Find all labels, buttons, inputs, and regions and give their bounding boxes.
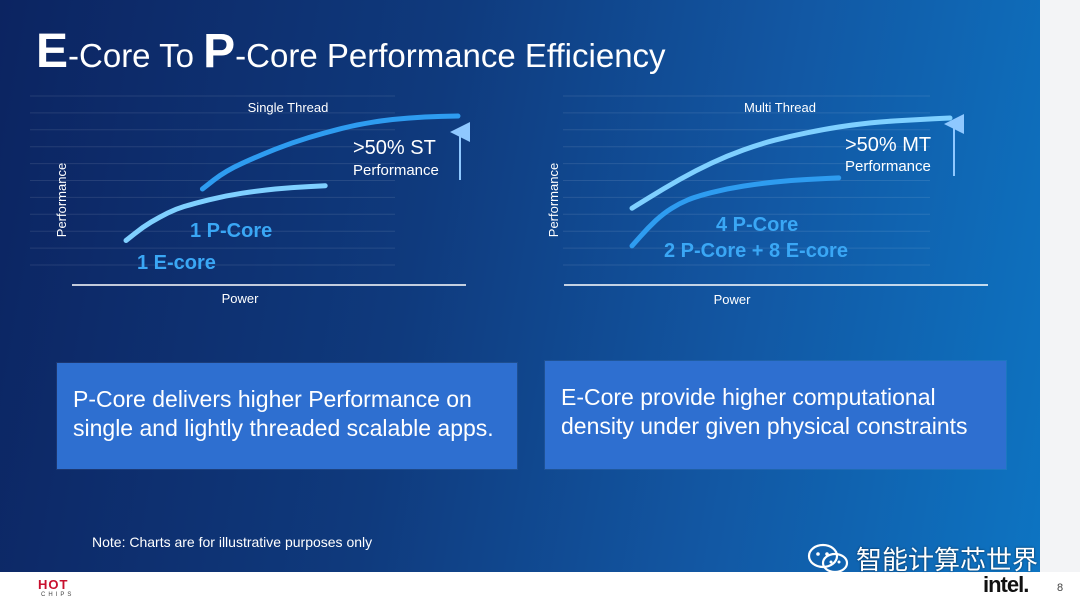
footer-bar [0,572,1080,608]
st-p-core-curve [199,113,461,192]
hot-chips-logo-bottom: CHIPS [41,592,75,598]
mt-hybrid-curve [629,175,842,249]
mt-hybrid-label: 2 P-Core + 8 E-core [664,240,848,262]
wechat-icon [807,543,849,573]
st-chart-title: Single Thread [248,100,329,115]
watermark: 智能计算芯世界 [806,540,1038,577]
slide: E-Core To P-Core Performance Efficiency … [0,0,1040,572]
title-p-initial: P [203,25,236,78]
st-gain-value: >50% ST [353,137,436,159]
charts-area: Single Thread Power Performance 1 P-Core… [30,95,988,307]
st-gain-label: Performance [353,162,439,179]
page-number: 8 [1057,582,1064,594]
watermark-text: 智能计算芯世界 [856,545,1039,575]
st-e-core-label: 1 E-core [137,252,216,274]
slide-title: E-Core To P-Core Performance Efficiency [36,24,666,79]
hot-chips-logo-top: HOT [38,577,69,592]
st-e-core-curve [123,183,328,243]
title-part2: -Core Performance Efficiency [235,37,666,74]
multi-thread-chart: Multi Thread Power Performance 4 P-Core … [546,95,988,307]
e-core-summary-text: E-Core provide higher computational dens… [561,384,968,439]
mt-y-label: Performance [546,163,561,237]
mt-gain-label: Performance [845,158,931,175]
hot-chips-logo: HOT CHIPS [38,577,86,603]
p-core-summary-text: P-Core delivers higher Performance on si… [73,386,494,441]
e-core-summary-box: E-Core provide higher computational dens… [545,361,1006,469]
mt-chart-title: Multi Thread [744,100,816,115]
title-part1: -Core To [68,37,204,74]
mt-x-label: Power [714,292,752,307]
title-e-initial: E [36,25,69,78]
mt-gain-value: >50% MT [845,134,931,156]
single-thread-chart: Single Thread Power Performance 1 P-Core… [30,95,470,306]
footnote: Note: Charts are for illustrative purpos… [92,534,373,550]
intel-logo: intel. [983,572,1029,597]
mt-4-p-core-label: 4 P-Core [716,214,798,236]
st-p-core-label: 1 P-Core [190,220,272,242]
right-margin [1040,0,1080,608]
st-y-label: Performance [54,163,69,237]
p-core-summary-box: P-Core delivers higher Performance on si… [57,363,517,469]
st-x-label: Power [222,291,260,306]
mt-4-p-core-curve [629,115,953,211]
